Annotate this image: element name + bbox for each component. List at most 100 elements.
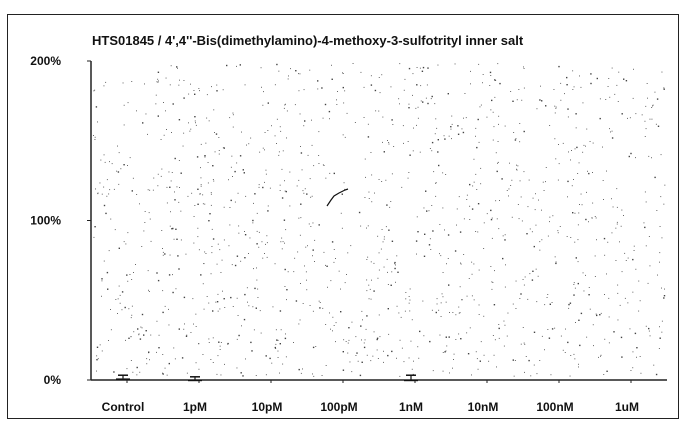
speckle-dot <box>344 282 346 284</box>
speckle-dot <box>574 241 576 243</box>
speckle-dot <box>248 143 250 145</box>
speckle-dot <box>97 358 99 360</box>
speckle-dot <box>214 151 216 153</box>
speckle-dot <box>657 274 658 276</box>
speckle-dot <box>212 179 214 180</box>
speckle-dot <box>660 154 662 156</box>
speckle-dot <box>259 310 261 312</box>
speckle-dot <box>663 295 666 297</box>
speckle-dot <box>453 359 454 360</box>
speckle-dot <box>577 173 579 174</box>
speckle-dot <box>103 186 105 188</box>
speckle-dot <box>567 116 569 118</box>
speckle-dot <box>458 196 460 198</box>
speckle-dot <box>403 142 404 144</box>
speckle-dot <box>376 338 378 341</box>
speckle-dot <box>199 193 201 194</box>
speckle-dot <box>136 366 138 369</box>
speckle-dot <box>535 268 537 270</box>
speckle-dot <box>490 75 492 76</box>
speckle-dot <box>573 353 575 355</box>
speckle-dot <box>565 328 566 330</box>
speckle-dot <box>516 169 518 171</box>
speckle-dot <box>279 343 281 345</box>
speckle-dot <box>467 353 470 355</box>
speckle-dot <box>515 308 517 309</box>
speckle-dot <box>577 261 579 263</box>
speckle-dot <box>306 279 307 281</box>
speckle-dot <box>153 177 155 179</box>
speckle-dot <box>433 171 435 173</box>
speckle-dot <box>132 177 134 179</box>
speckle-dot <box>541 239 543 241</box>
speckle-dot <box>360 325 362 327</box>
speckle-dot <box>116 170 118 172</box>
speckle-dot <box>172 103 174 105</box>
speckle-dot <box>417 106 419 108</box>
speckle-dot <box>329 172 331 174</box>
speckle-dot <box>147 270 149 272</box>
speckle-dot <box>129 157 131 159</box>
speckle-dot <box>206 296 208 297</box>
speckle-dot <box>473 299 475 301</box>
speckle-dot <box>272 306 274 308</box>
speckle-dot <box>516 99 518 101</box>
speckle-dot <box>594 276 596 277</box>
speckle-dot <box>276 339 278 341</box>
speckle-dot <box>388 229 390 231</box>
speckle-dot <box>205 142 207 144</box>
speckle-dot <box>264 253 265 254</box>
speckle-dot <box>431 309 433 311</box>
speckle-dot <box>139 338 142 340</box>
speckle-dot <box>582 272 584 274</box>
speckle-dot <box>282 363 284 365</box>
speckle-dot <box>126 368 128 370</box>
speckle-dot <box>589 141 591 142</box>
speckle-dot <box>190 332 192 333</box>
speckle-dot <box>386 204 388 206</box>
speckle-dot <box>604 254 606 256</box>
speckle-dot <box>396 255 398 257</box>
speckle-dot <box>536 108 538 110</box>
speckle-dot <box>488 360 490 362</box>
speckle-dot <box>416 124 417 126</box>
speckle-dot <box>113 188 115 190</box>
speckle-dot <box>331 241 334 243</box>
speckle-dot <box>477 203 480 205</box>
y-axis-ticks: 200% 100% 0% <box>30 54 91 387</box>
speckle-dot <box>108 340 109 341</box>
speckle-dot <box>168 324 170 326</box>
speckle-dot <box>536 373 538 375</box>
speckle-dot <box>263 91 264 93</box>
speckle-dot <box>539 360 541 361</box>
speckle-dot <box>162 354 164 355</box>
speckle-dot <box>475 351 477 353</box>
speckle-dot <box>620 225 622 227</box>
speckle-dot <box>558 163 560 165</box>
x-tick-label: 1uM <box>615 400 639 414</box>
speckle-dot <box>427 67 429 69</box>
speckle-dot <box>436 298 438 300</box>
speckle-dot <box>197 188 199 190</box>
speckle-dot <box>585 218 587 221</box>
speckle-dot <box>252 306 254 308</box>
speckle-dot <box>312 346 315 349</box>
speckle-dot <box>127 280 129 282</box>
speckle-dot <box>465 117 467 119</box>
speckle-dot <box>431 150 433 152</box>
speckle-dot <box>111 163 113 165</box>
speckle-dot <box>330 280 332 282</box>
speckle-dot <box>318 224 320 226</box>
speckle-dot <box>627 302 629 304</box>
speckle-dot <box>302 303 304 304</box>
speckle-dot <box>603 374 605 375</box>
speckle-dot <box>145 113 147 115</box>
speckle-dot <box>544 304 546 306</box>
speckle-dot <box>574 358 576 360</box>
speckle-dot <box>549 303 551 305</box>
speckle-dot <box>347 352 349 354</box>
speckle-dot <box>526 233 528 235</box>
speckle-dot <box>304 188 306 190</box>
speckle-dot <box>138 334 140 336</box>
speckle-dot <box>428 244 431 246</box>
